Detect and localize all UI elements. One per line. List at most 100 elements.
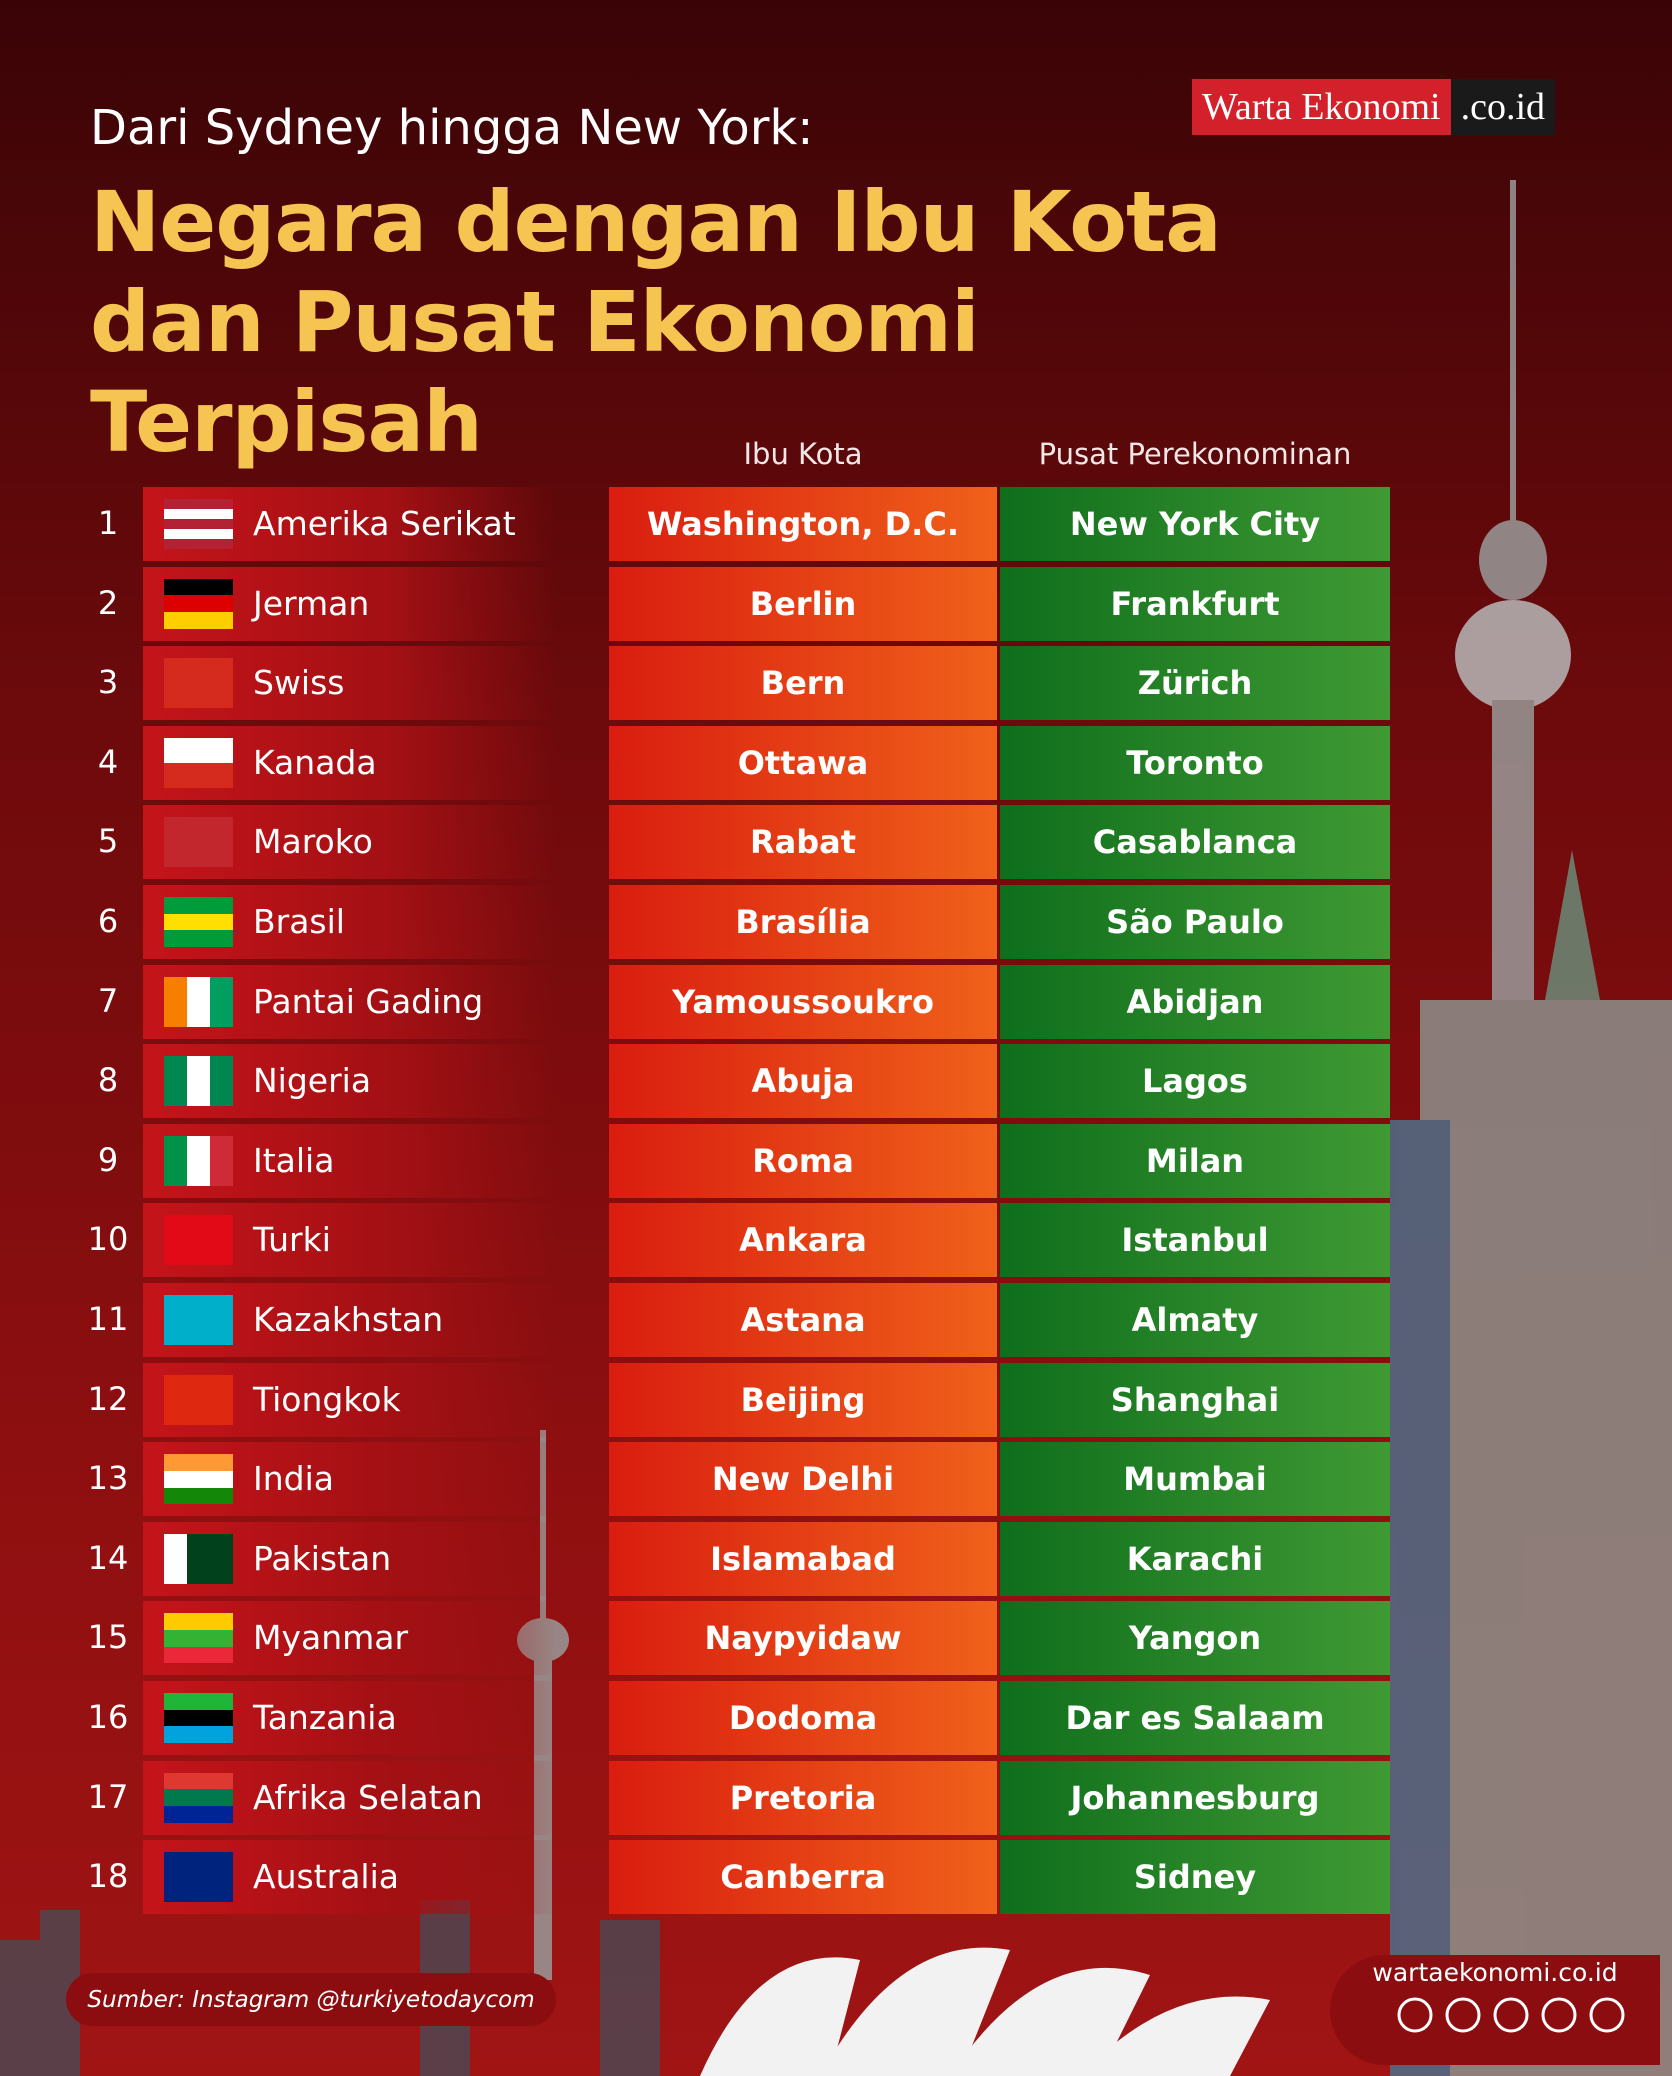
- flag-stripe: [164, 1215, 233, 1266]
- capital: Astana: [609, 1283, 997, 1357]
- row-number: 16: [87, 1698, 129, 1736]
- flag-stripe: [164, 1852, 233, 1903]
- icon-instagram[interactable]: [1397, 1997, 1433, 2033]
- flag-stripe: [164, 1470, 233, 1488]
- row-number: 1: [97, 504, 119, 542]
- row-number: 9: [97, 1140, 119, 1179]
- column-header: Pusat Perekonominan: [1038, 437, 1352, 471]
- flag-stripe: [164, 1056, 187, 1107]
- flag: [164, 1533, 233, 1584]
- flag: [164, 499, 233, 549]
- flag-stripe: [164, 976, 187, 1027]
- country: Jerman: [253, 583, 370, 623]
- country: Kazakhstan: [253, 1300, 444, 1339]
- flag-stripe: [210, 1056, 233, 1107]
- row-number: 12: [87, 1379, 129, 1418]
- economic-center: Frankfurt: [1000, 566, 1390, 641]
- flag: [164, 737, 233, 788]
- country: Nigeria: [253, 1061, 372, 1101]
- capital: Islamabad: [609, 1521, 997, 1596]
- capital: Washington, D.C.: [609, 487, 997, 561]
- flag-stripe: [164, 817, 233, 868]
- economic-center: Dar es Salaam: [1000, 1681, 1390, 1755]
- icon-facebook[interactable]: [1445, 1997, 1481, 2033]
- flag-stripe: [210, 1135, 233, 1186]
- economic-center: Zürich: [1000, 646, 1390, 721]
- economic-center: Istanbul: [1000, 1203, 1390, 1278]
- source: Sumber: Instagram @turkiyetodaycom: [66, 1973, 556, 2026]
- subtitle: Dari Sydney hingga New York:: [90, 100, 814, 156]
- capital: Dodoma: [609, 1681, 997, 1755]
- flag: [164, 1215, 233, 1266]
- flag-stripe: [164, 658, 233, 709]
- row-number: 5: [97, 822, 119, 861]
- capital: Rabat: [609, 805, 997, 880]
- flag: [164, 1454, 233, 1505]
- economic-center: Toronto: [1000, 725, 1390, 800]
- capital: Pretoria: [609, 1760, 997, 1835]
- economic-center: Karachi: [1000, 1521, 1390, 1596]
- flag: [164, 658, 233, 709]
- country: Maroko: [253, 822, 373, 862]
- country: Tanzania: [253, 1698, 397, 1737]
- flag-stripe: [164, 1630, 233, 1647]
- country: Tiongkok: [253, 1379, 401, 1419]
- flag-stripe: [164, 539, 233, 549]
- flag: [164, 1056, 233, 1107]
- row-number: 14: [87, 1538, 129, 1577]
- flag-stripe: [164, 762, 233, 788]
- economic-center: Lagos: [1000, 1044, 1390, 1119]
- flag: [164, 1693, 233, 1743]
- economic-center: Sidney: [1000, 1840, 1390, 1915]
- country: Swiss: [253, 663, 345, 703]
- row-number: 17: [87, 1777, 129, 1816]
- flag-stripe: [210, 976, 233, 1027]
- icon-tiktok[interactable]: [1541, 1997, 1577, 2033]
- flag-stripe: [164, 1709, 233, 1727]
- logo-name: Warta Ekonomi: [1192, 79, 1451, 135]
- flag-stripe: [164, 595, 233, 612]
- row-number: 18: [87, 1857, 129, 1896]
- flag-stripe: [164, 1374, 233, 1425]
- icon-x[interactable]: [1589, 1997, 1625, 2033]
- logo-domain: .co.id: [1450, 79, 1556, 135]
- flag-stripe: [164, 578, 233, 596]
- flag-stripe: [164, 1805, 233, 1823]
- capital: Brasília: [609, 885, 997, 959]
- country: Pantai Gading: [253, 981, 484, 1021]
- flag: [164, 897, 233, 947]
- row-number: 7: [97, 981, 119, 1020]
- country: Italia: [253, 1140, 335, 1180]
- row-number: 6: [97, 902, 119, 940]
- country: Kanada: [253, 742, 377, 782]
- flag-stripe: [187, 1135, 210, 1186]
- flag-stripe: [187, 976, 210, 1027]
- flag-stripe: [164, 1533, 187, 1584]
- row-number: 11: [87, 1300, 129, 1338]
- row-number: 4: [97, 742, 119, 781]
- flag-stripe: [187, 1056, 210, 1107]
- flag: [164, 1852, 233, 1903]
- capital: Naypyidaw: [609, 1601, 997, 1676]
- capital: Canberra: [609, 1840, 997, 1915]
- capital: Ankara: [609, 1203, 997, 1278]
- flag: [164, 578, 233, 629]
- flag: [164, 1613, 233, 1664]
- flag-stripe: [164, 509, 233, 519]
- flag: [164, 976, 233, 1027]
- icon-youtube[interactable]: [1493, 1997, 1529, 2033]
- row-number: 8: [97, 1061, 119, 1100]
- row-number: 15: [87, 1618, 129, 1657]
- capital: Yamoussoukro: [609, 964, 997, 1039]
- flag: [164, 817, 233, 868]
- economic-center: Almaty: [1000, 1283, 1390, 1357]
- flag-stripe: [164, 1772, 233, 1790]
- website: wartaekonomi.co.id: [1372, 1958, 1618, 1987]
- flag-stripe: [164, 1789, 233, 1806]
- economic-center: Johannesburg: [1000, 1760, 1390, 1835]
- capital: Abuja: [609, 1044, 997, 1119]
- capital: Berlin: [609, 566, 997, 641]
- economic-center: São Paulo: [1000, 885, 1390, 959]
- country: Australia: [253, 1857, 399, 1897]
- row-number: 10: [87, 1220, 129, 1259]
